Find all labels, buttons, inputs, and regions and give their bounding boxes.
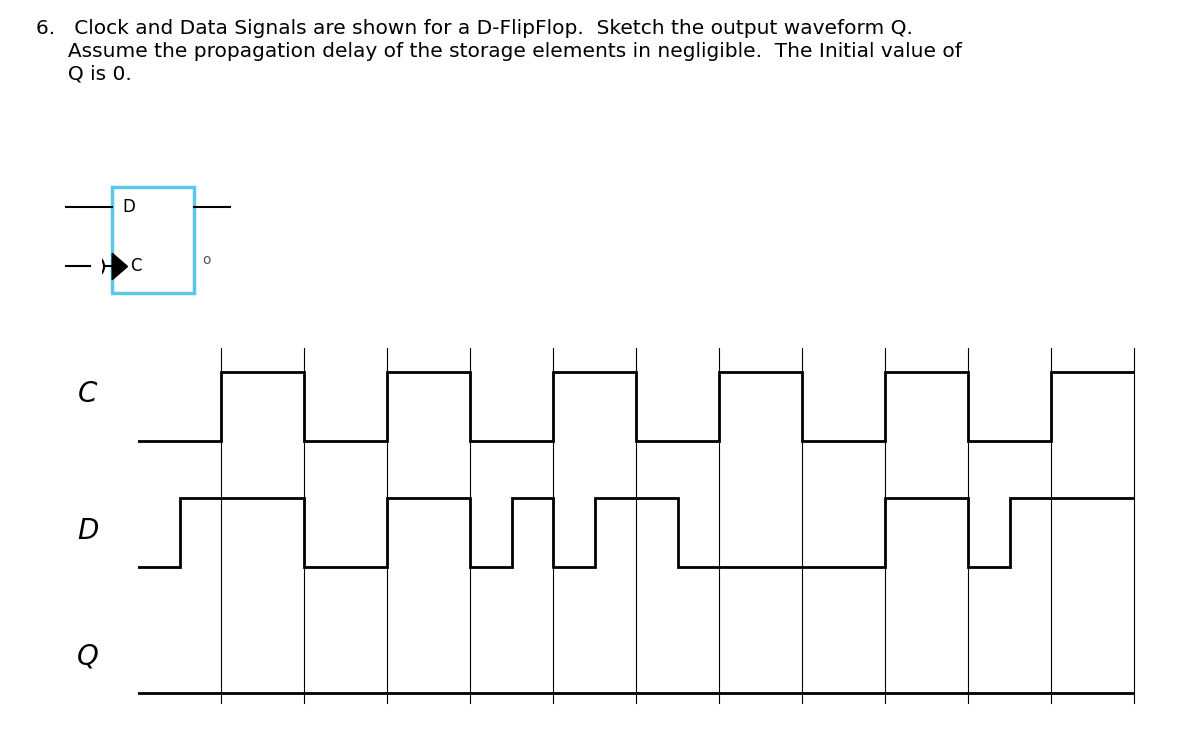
Text: C: C [131, 258, 142, 275]
Polygon shape [113, 253, 127, 280]
Text: Q: Q [77, 643, 98, 671]
Text: D: D [122, 198, 136, 216]
Text: C: C [78, 380, 97, 408]
Text: o: o [202, 253, 210, 267]
Text: Q is 0.: Q is 0. [36, 64, 132, 83]
Text: D: D [77, 516, 98, 544]
Text: 6.   Clock and Data Signals are shown for a D-FlipFlop.  Sketch the output wavef: 6. Clock and Data Signals are shown for … [36, 19, 913, 38]
Text: Assume the propagation delay of the storage elements in negligible.  The Initial: Assume the propagation delay of the stor… [36, 42, 962, 60]
Bar [113, 187, 194, 293]
